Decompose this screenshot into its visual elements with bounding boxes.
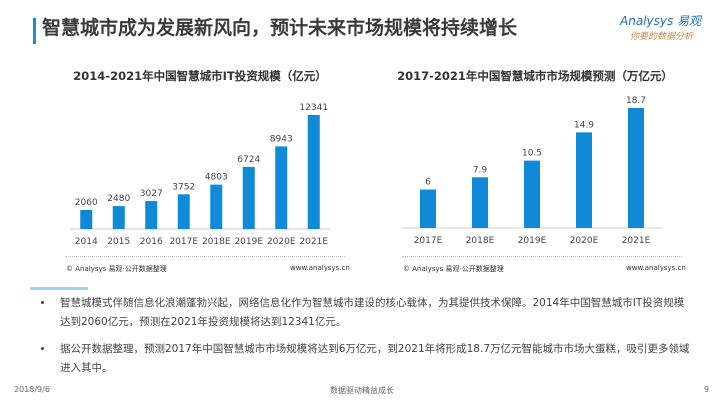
bar-2021E	[628, 108, 644, 228]
x-tick-2018E: 2018E	[202, 237, 231, 247]
x-tick-2020E: 2020E	[570, 236, 599, 246]
bullet-item: 智慧城模式伴随信息化浪潮蓬勃兴起，网络信息化作为智慧城市建设的核心载体，为其提供…	[54, 294, 690, 332]
title-accent-bar	[33, 18, 36, 44]
bar-2014	[80, 209, 93, 229]
bar-2015	[112, 206, 125, 229]
chart1-title: 2014-2021年中国智慧城市IT投资规模（亿元）	[73, 69, 327, 83]
data-label-2018E: 7.9	[473, 165, 488, 175]
bullet-item: 据公开数据整理，预测2017年中国智慧城市市场规模将达到6万亿元，到2021年将…	[54, 340, 690, 378]
footer-date: 2018/9/6	[14, 385, 50, 394]
data-label-2015: 2480	[107, 194, 130, 204]
x-tick-2018E: 2018E	[466, 236, 495, 246]
logo-line1: Analysys 易观	[620, 14, 702, 28]
x-tick-2019E: 2019E	[234, 237, 263, 247]
data-label-2021E: 18.7	[626, 96, 646, 106]
data-label-2017E: 3752	[172, 182, 195, 192]
x-tick-2020E: 2020E	[267, 237, 296, 247]
bar-2021E	[307, 115, 320, 229]
section-accent	[30, 287, 88, 290]
charts-svg: 2060 2014 2480 2015 3027 2016 3752 2017E 4803 201…	[70, 96, 662, 247]
data-label-2020E: 8943	[270, 134, 293, 144]
x-tick-2014: 2014	[75, 237, 98, 247]
chart1-separator	[65, 256, 345, 257]
x-tick-2021E: 2021E	[622, 236, 651, 246]
data-label-2021E: 12341	[299, 103, 328, 113]
logo-line2: 你要的数据分析	[630, 32, 694, 42]
data-label-2018E: 4803	[205, 173, 228, 183]
chart1-source: © Analysys 易观·公开数据整理	[66, 265, 167, 273]
chart2-source: © Analysys 易观·公开数据整理	[403, 265, 504, 273]
page-title: 智慧城市成为发展新风向，预计未来市场规模将持续增长	[42, 17, 518, 39]
chart2-separator	[402, 256, 682, 257]
data-label-2020E: 14.9	[574, 120, 594, 130]
analysys-logo: Analysys 易观 你要的数据分析	[620, 12, 715, 42]
chart2-url: www.analysys.cn	[626, 264, 686, 272]
page-number: 9	[704, 385, 710, 394]
bar-2016	[145, 201, 158, 229]
data-label-2019E: 6724	[237, 155, 260, 165]
x-tick-2015: 2015	[107, 237, 130, 247]
bar-2020E	[576, 132, 592, 228]
bar-2020E	[275, 146, 288, 229]
x-tick-2019E: 2019E	[518, 236, 547, 246]
x-tick-2017E: 2017E	[414, 236, 443, 246]
data-label-2019E: 10.5	[522, 149, 542, 159]
data-label-2014: 2060	[75, 198, 98, 208]
bar-2017E	[420, 189, 436, 228]
x-tick-2021E: 2021E	[299, 237, 328, 247]
bar-2018E	[472, 177, 488, 228]
data-label-2016: 3027	[140, 189, 163, 199]
bar-2018E	[210, 184, 223, 229]
bullet-list: 智慧城模式伴随信息化浪潮蓬勃兴起，网络信息化作为智慧城市建设的核心载体，为其提供…	[40, 294, 690, 386]
x-tick-2016: 2016	[140, 237, 163, 247]
chart2-title: 2017-2021年中国智慧城市市场规模预测（万亿元）	[397, 69, 673, 83]
bar-2019E	[524, 160, 540, 228]
x-tick-2017E: 2017E	[169, 237, 198, 247]
bar-2017E	[177, 194, 190, 229]
footer-slogan: 数据驱动精益成长	[330, 386, 394, 395]
chart1-url: www.analysys.cn	[290, 264, 350, 272]
bar-2019E	[242, 166, 255, 229]
data-label-2017E: 6	[425, 177, 431, 187]
